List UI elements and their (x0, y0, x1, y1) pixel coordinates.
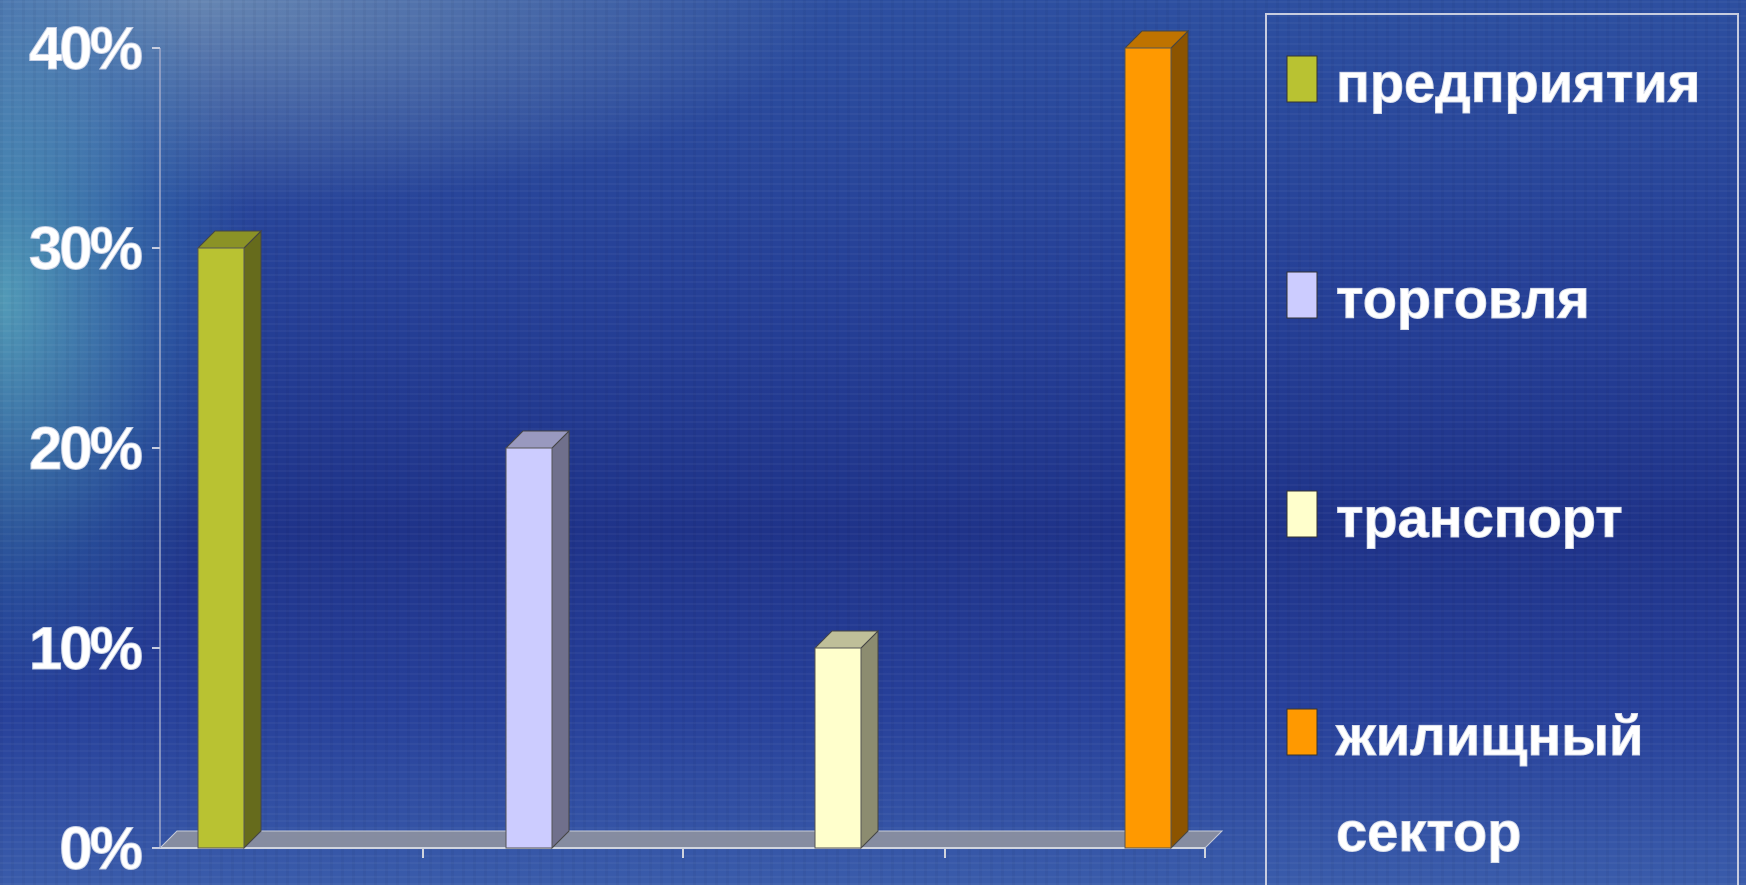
legend-label-4: жилищный (1335, 704, 1643, 767)
floor-plane (158, 830, 1224, 849)
chart-floor (158, 830, 1224, 858)
bar-4 (1123, 29, 1190, 850)
legend-label-2: торговля (1336, 267, 1590, 330)
legend-swatch-4 (1286, 708, 1318, 756)
bar-side-face (551, 429, 570, 850)
y-tick-label: 20% (29, 415, 142, 482)
bar-3 (813, 629, 880, 850)
legend-swatch-3 (1286, 490, 1318, 538)
legend-label-3: транспорт (1336, 486, 1623, 549)
legend-label-4: сектор (1336, 800, 1521, 863)
y-tick-label: 0% (59, 815, 141, 882)
bar-side-face (1170, 29, 1189, 850)
legend-box (1265, 13, 1739, 885)
bar-front-face (1124, 47, 1172, 849)
bar-front-face (505, 447, 553, 849)
y-tick-label: 30% (29, 215, 142, 282)
legend-label-1: предприятия (1336, 51, 1700, 114)
legend-swatch-2 (1286, 271, 1318, 319)
bar-side-face (860, 629, 879, 850)
y-tick-label: 10% (29, 615, 142, 682)
y-tick-label: 40% (29, 15, 142, 82)
bar-front-face (814, 647, 862, 849)
bar-side-face (243, 229, 262, 850)
legend-swatch-1 (1286, 55, 1318, 103)
legend: предприятия торговля транспорт жилищный сект… (1265, 13, 1739, 885)
y-tick-labels: 0% 10% 20% 30% 40% (28, 15, 160, 883)
bar-1 (196, 229, 263, 850)
bar-2 (504, 429, 571, 850)
bar-front-face (197, 247, 245, 849)
bar-group (196, 29, 1190, 850)
